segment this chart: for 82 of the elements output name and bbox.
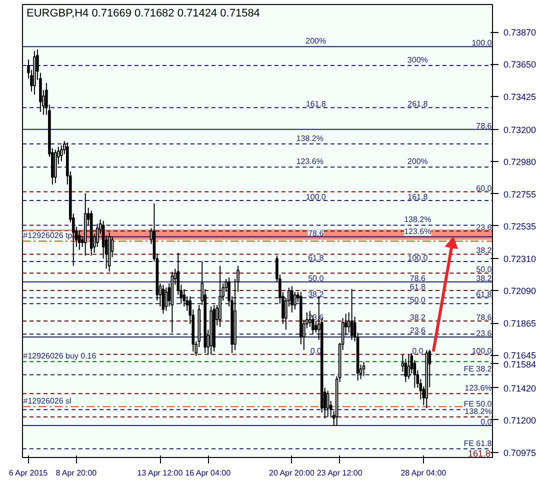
annotation: 123.6% — [296, 157, 324, 166]
annotation: 23.6 — [410, 326, 426, 336]
annotation: #12926026 buy 0.16 — [23, 352, 97, 361]
annotation: 38.2 — [410, 313, 426, 322]
x-tick-label: 16 Apr 04:00 — [185, 468, 232, 478]
annotation: 61.8 — [476, 290, 492, 299]
x-tick-label: 6 Apr 2015 — [8, 468, 48, 478]
annotation: 100.0 — [306, 192, 326, 202]
y-tick-label: 0.72310 — [504, 254, 536, 264]
candlestick — [162, 284, 165, 314]
candlestick — [362, 361, 366, 377]
candlestick — [401, 354, 404, 372]
x-tick-label: 28 Apr 04:00 — [400, 468, 447, 478]
annotation: 123.6% — [464, 384, 492, 393]
candlestick — [78, 230, 81, 250]
annotation: FE 50.0 — [464, 400, 492, 409]
candlestick — [404, 358, 408, 382]
annotation: 161.8 — [468, 448, 491, 458]
annotation: 78.6 — [476, 313, 492, 322]
annotation: 38.2 — [308, 290, 324, 299]
annotation: 138.2% — [404, 215, 432, 224]
x-tick-label: 23 Apr 12:00 — [316, 468, 363, 478]
candlestick — [347, 312, 350, 334]
annotation: 200% — [306, 36, 326, 46]
annotation: 23.6 — [476, 223, 492, 232]
annotation: 50.0 — [476, 265, 492, 274]
annotation: #12926026 sl — [23, 396, 72, 406]
annotation: 60.0 — [476, 184, 492, 193]
y-tick-label: 0.71420 — [504, 383, 536, 394]
candlestick — [218, 265, 222, 328]
annotation: 123.6% — [404, 226, 432, 236]
y-tick-label: 0.71645 — [504, 350, 536, 361]
candlestick — [182, 288, 186, 307]
candlestick — [350, 288, 354, 340]
y-tick-label: 0.70975 — [504, 448, 536, 458]
x-tick-label: 13 Apr 12:00 — [137, 468, 184, 478]
y-tick-label: 0.73200 — [504, 124, 536, 135]
annotation: 50.0 — [410, 296, 426, 305]
y-tick-label: 0.73650 — [504, 60, 536, 70]
annotation: 78.6 — [476, 121, 492, 130]
candlestick — [164, 287, 168, 312]
y-tick-label: 0.71200 — [504, 415, 536, 426]
annotation: 78.6 — [308, 228, 324, 238]
annotation: 38.2 — [476, 274, 492, 283]
y-tick-label: 0.72755 — [504, 189, 536, 200]
candlestick — [290, 286, 294, 313]
annotation: 261.8 — [408, 100, 428, 109]
annotation: 0.0 — [412, 346, 424, 356]
annotation: 61.8 — [410, 282, 426, 292]
annotation: 200% — [407, 157, 428, 166]
annotation: FE 61.8 — [464, 438, 492, 448]
y-tick-label: 0.72535 — [504, 221, 536, 232]
x-tick-label: 8 Apr 20:00 — [56, 468, 98, 478]
annotation: 23.6 — [476, 328, 492, 338]
annotation: 300% — [407, 55, 428, 64]
y-tick-label: 0.71584 — [504, 359, 536, 370]
annotation: 78.6 — [410, 274, 426, 283]
chart-title: EURGBP,H4 0.71669 0.71682 0.71424 0.71584 — [26, 8, 260, 20]
annotation: 50.0 — [308, 274, 324, 283]
annotation: FE 38.2 — [464, 364, 492, 374]
candlestick — [326, 390, 330, 418]
annotation: #12926026 tp — [23, 231, 73, 240]
annotation: 138.2% — [464, 406, 492, 416]
annotation: 161.8 — [306, 100, 326, 109]
annotation: 161.8 — [408, 192, 428, 202]
y-tick-label: 0.71865 — [504, 318, 536, 329]
candlestick — [294, 291, 296, 310]
y-tick-label: 0.73870 — [504, 28, 536, 38]
candlestick — [314, 320, 318, 334]
annotation: 38.2 — [476, 246, 492, 256]
annotation: 100.0 — [408, 253, 428, 262]
y-tick-label: 0.72980 — [504, 156, 536, 167]
annotation: 138.2% — [296, 134, 324, 143]
x-tick-label: 20 Apr 20:00 — [269, 468, 315, 478]
y-tick-label: 0.72090 — [504, 286, 536, 296]
candlestick — [60, 144, 63, 162]
annotation: 0.0 — [480, 418, 492, 427]
annotation: 100.0 — [472, 346, 492, 356]
annotation: 100.0 — [472, 38, 492, 48]
annotation: 61.8 — [308, 253, 324, 262]
y-tick-label: 0.73425 — [504, 92, 536, 102]
candlestick — [407, 354, 410, 380]
